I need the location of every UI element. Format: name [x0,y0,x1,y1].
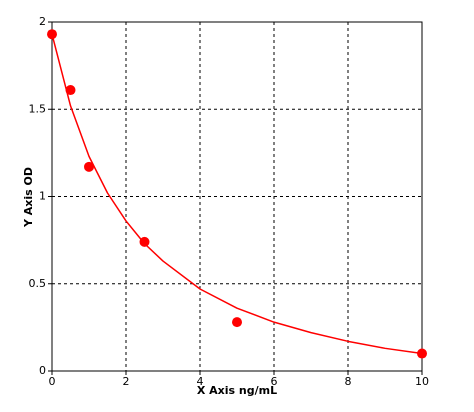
x-tick-label: 4 [197,375,204,388]
y-tick-label: 1 [39,190,46,203]
x-axis-title: X Axis ng/mL [197,384,277,397]
data-point [139,236,150,247]
x-tick-label: 0 [49,375,56,388]
y-tick-label: 1.5 [29,102,47,115]
y-tick-label: 2 [39,15,46,28]
fit-curve [51,34,423,355]
data-point [232,317,242,328]
x-tick-label: 6 [271,375,278,388]
y-tick-label: 0 [39,364,46,377]
x-tick-label: 10 [415,375,429,388]
y-tick-label: 0.5 [29,277,47,290]
x-tick-label: 8 [345,375,352,388]
x-tick-label: 2 [123,375,130,388]
plot-border [51,21,423,372]
data-point [65,85,76,96]
data-point [417,348,427,359]
data-point [84,161,94,172]
data-point [47,29,57,40]
y-axis-title: Y Axis OD [22,167,35,228]
